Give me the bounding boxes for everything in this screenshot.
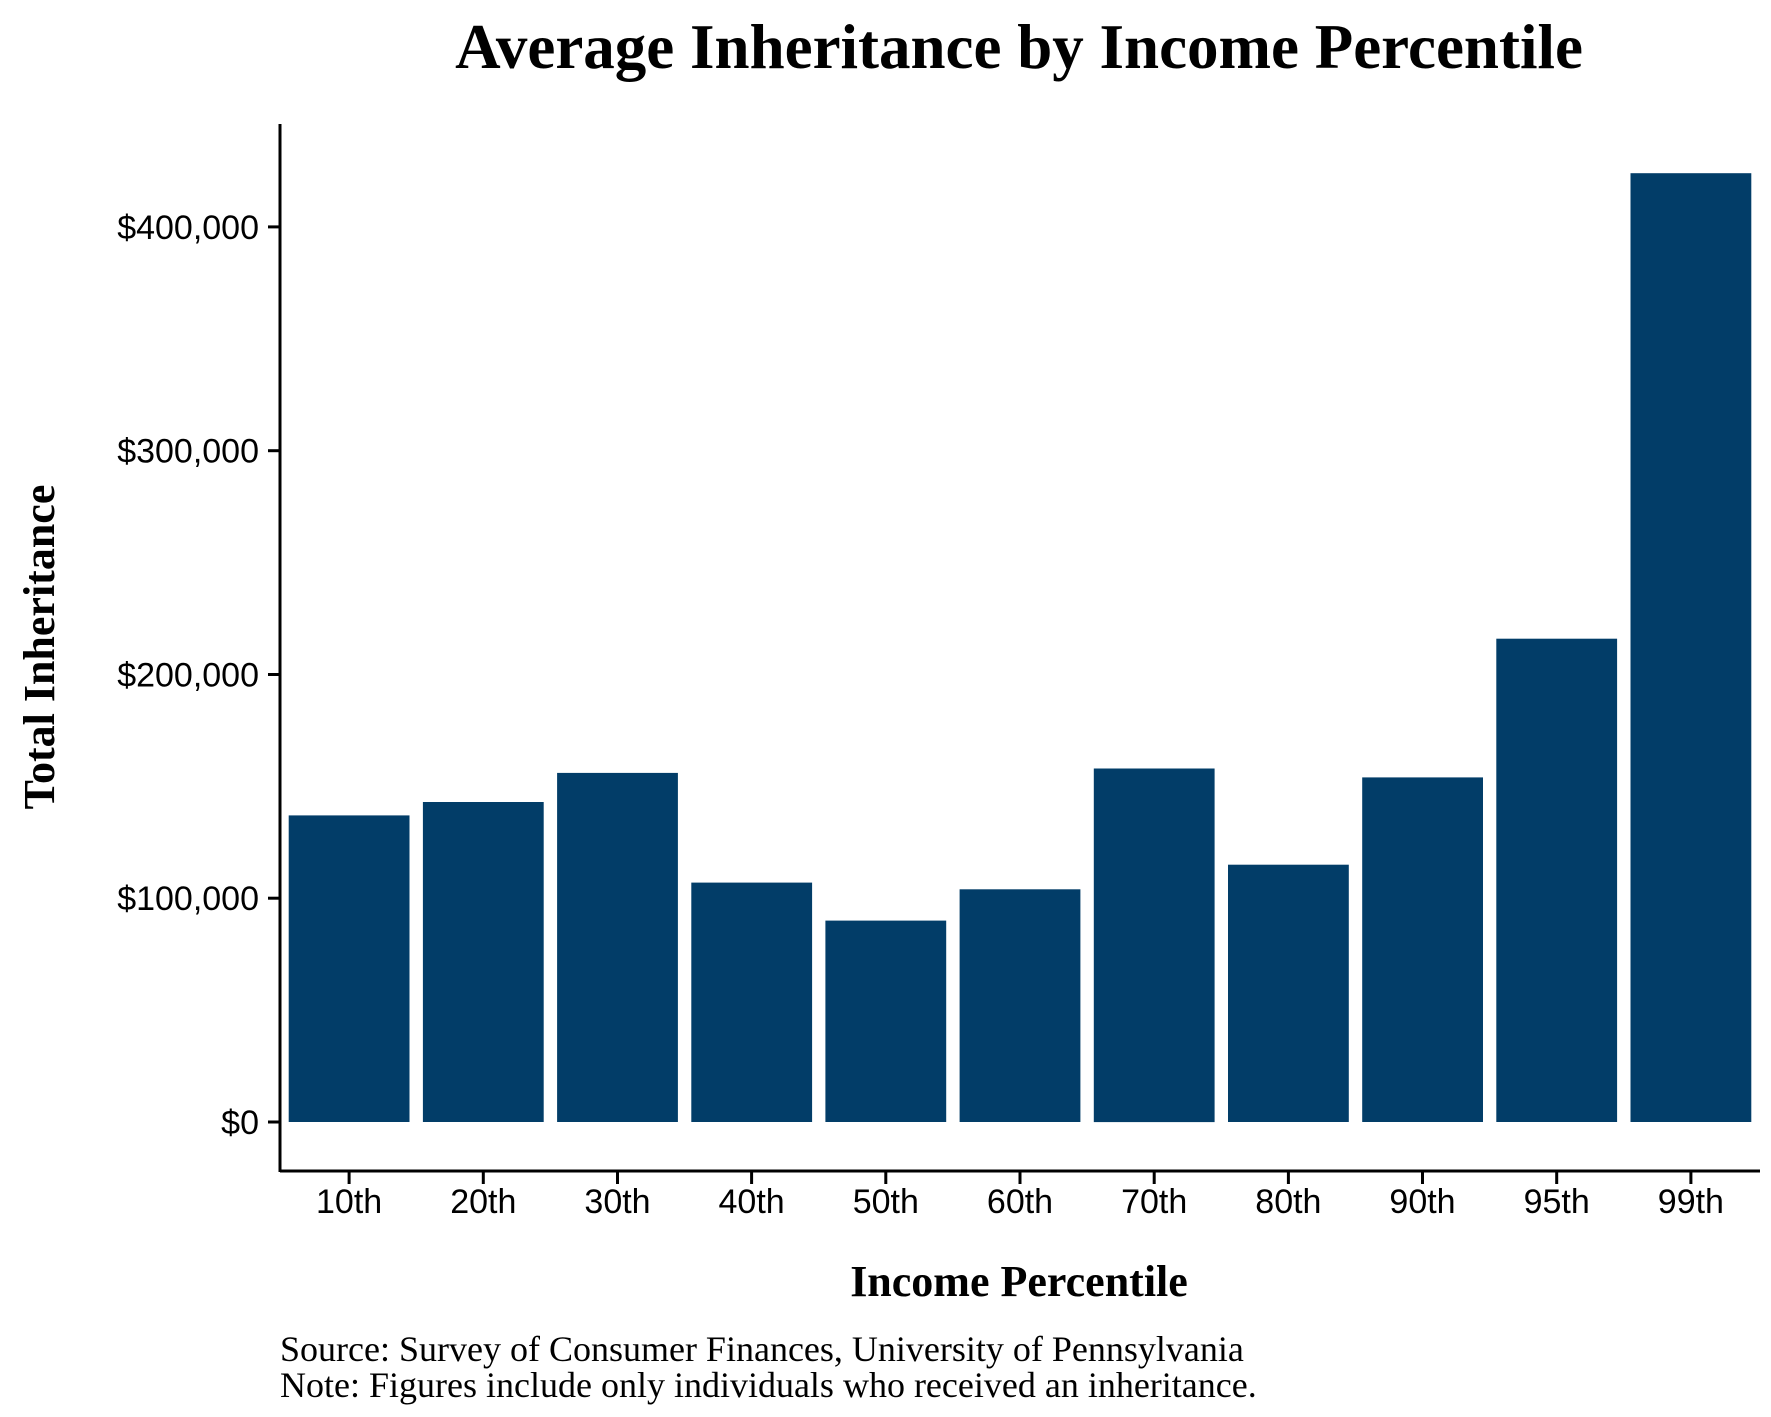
- x-tick-label: 95th: [1524, 1183, 1590, 1221]
- chart-title: Average Inheritance by Income Percentile: [455, 12, 1583, 82]
- bar-95th: [1496, 638, 1618, 1122]
- x-tick-label: 90th: [1389, 1183, 1455, 1221]
- y-tick-label: $100,000: [117, 880, 259, 918]
- y-axis-ticks: $0 $100,000 $200,000 $300,000 $400,000: [117, 209, 280, 1142]
- x-tick-label: 10th: [316, 1183, 382, 1221]
- x-axis-title: Income Percentile: [850, 1257, 1188, 1306]
- bar-20th: [422, 802, 544, 1122]
- x-tick-label: 60th: [987, 1183, 1053, 1221]
- bar-90th: [1362, 777, 1483, 1122]
- bar-10th: [288, 815, 410, 1122]
- y-tick-label: $300,000: [117, 433, 259, 471]
- x-tick-label: 20th: [450, 1183, 516, 1221]
- y-tick-label: $400,000: [117, 209, 259, 247]
- bar-50th: [825, 920, 947, 1122]
- x-tick-label: 70th: [1121, 1183, 1187, 1221]
- y-tick-label: $200,000: [117, 657, 259, 695]
- x-tick-label: 40th: [719, 1183, 785, 1221]
- x-axis-ticks: 10th 20th 30th 40th 50th 60th 70th 80th 90th 95th…: [316, 1172, 1724, 1221]
- bar-99th: [1630, 173, 1752, 1122]
- bar-30th: [557, 772, 678, 1122]
- bar-40th: [691, 882, 813, 1122]
- bar-60th: [959, 889, 1081, 1122]
- bar-80th: [1228, 864, 1349, 1122]
- x-tick-label: 99th: [1658, 1183, 1724, 1221]
- y-axis-title: Total Inheritance: [15, 485, 64, 810]
- y-tick-label: $0: [221, 1104, 259, 1142]
- x-tick-label: 80th: [1255, 1183, 1321, 1221]
- x-tick-label: 30th: [584, 1183, 650, 1221]
- bars-group: [288, 173, 1752, 1123]
- figures-note: Note: Figures include only individuals w…: [280, 1365, 1257, 1405]
- source-note: Source: Survey of Consumer Finances, Uni…: [280, 1329, 1244, 1369]
- bar-70th: [1093, 768, 1215, 1123]
- x-tick-label: 50th: [853, 1183, 919, 1221]
